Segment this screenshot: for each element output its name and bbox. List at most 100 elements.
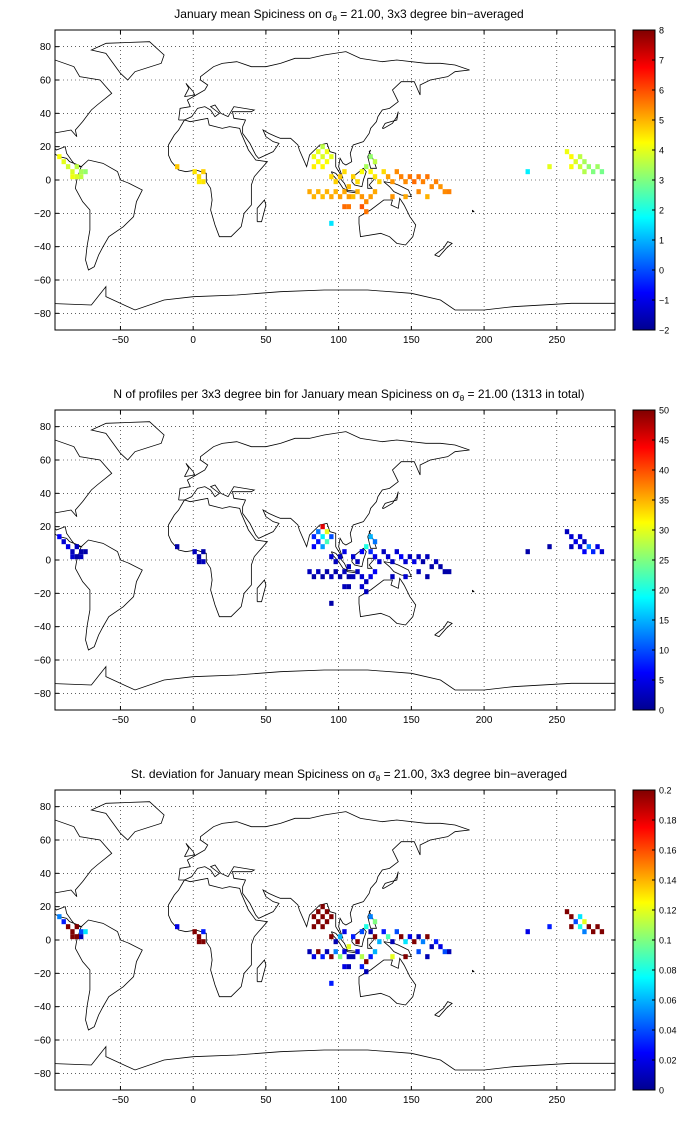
data-bin-cell (399, 174, 404, 180)
data-bin-cell (547, 164, 552, 170)
data-bin-cell (359, 194, 365, 200)
coastline (434, 621, 453, 638)
x-tick-label: 200 (476, 715, 493, 726)
coastline (74, 159, 143, 271)
data-bin-cell (342, 169, 347, 175)
data-bin-cell (569, 914, 574, 920)
colorbar-tick-label: 0.02 (659, 1056, 677, 1066)
colorbar-tick-label: 8 (659, 26, 664, 36)
data-bin-cell (74, 544, 79, 550)
data-bin-cell (329, 954, 334, 960)
data-bin-cell (420, 939, 426, 945)
data-bin-cell (569, 164, 574, 170)
data-bin-cell (65, 924, 71, 930)
data-bin-cell (372, 949, 378, 955)
colorbar-tick-label: 0.04 (659, 1026, 677, 1036)
coastline (381, 871, 399, 889)
colorbar-tick-label: 50 (659, 406, 669, 416)
data-bin-cell (438, 944, 443, 950)
spiciness-mean-map-panel: January mean Spiciness on σθ = 21.00, 3x… (34, 7, 669, 346)
map-title: N of profiles per 3x3 degree bin for Jan… (113, 387, 584, 403)
data-bin-cell (316, 539, 321, 545)
x-tick-label: 100 (330, 335, 347, 346)
y-tick-label: 60 (40, 456, 52, 467)
data-bin-cell (316, 529, 321, 535)
data-bin-cell (79, 549, 84, 555)
data-bin-cell (324, 909, 330, 915)
coastline (55, 285, 615, 330)
data-bin-cell (70, 929, 75, 935)
y-tick-label: −20 (34, 589, 51, 600)
data-bin-cell (447, 569, 452, 575)
data-bin-cell (372, 569, 378, 575)
y-tick-label: 40 (40, 489, 52, 500)
data-bin-cell (442, 949, 447, 955)
data-bin-cell (316, 189, 321, 195)
data-bin-cell (577, 534, 583, 540)
data-bin-cell (577, 164, 583, 170)
data-bin-cell (311, 544, 317, 550)
data-bin-cell (564, 529, 570, 535)
data-bin-cell (390, 194, 395, 200)
data-bin-cell (355, 569, 360, 575)
data-bin-cell (564, 909, 570, 915)
data-bin-cell (420, 559, 426, 565)
y-tick-label: 60 (40, 836, 52, 847)
data-bin-cell (569, 154, 574, 160)
data-bin-cell (201, 559, 206, 565)
x-tick-label: 150 (403, 1095, 420, 1106)
data-bin-cell (403, 179, 408, 185)
x-tick-label: −50 (112, 1095, 129, 1106)
data-bin-cell (372, 919, 378, 925)
data-bin-cell (525, 549, 530, 555)
data-bin-cell (324, 539, 330, 545)
data-bin-cell (385, 554, 391, 560)
data-bin-cell (390, 574, 395, 580)
coastline (178, 431, 470, 559)
data-bin-cell (364, 544, 369, 550)
data-bin-cell (359, 574, 365, 580)
data-bin-cell (416, 174, 421, 180)
data-bin-cell (447, 949, 452, 955)
data-bin-cell (329, 154, 334, 160)
y-tick-label: 0 (45, 936, 51, 947)
data-bin-cell (416, 569, 421, 575)
data-bin-cell (316, 569, 321, 575)
y-tick-label: −80 (34, 689, 51, 700)
data-bin-cell (192, 929, 197, 935)
colorbar-tick-label: 0.16 (659, 846, 677, 856)
data-bin-cell (329, 574, 334, 580)
data-bin-cell (385, 174, 391, 180)
colorbar-tick-label: 2 (659, 206, 664, 216)
data-bin-cell (320, 904, 325, 910)
data-bin-cell (324, 949, 330, 955)
coastline (330, 551, 349, 571)
data-bin-cell (316, 149, 321, 155)
data-bin-cell (342, 964, 347, 970)
colorbar-tick-label: 7 (659, 56, 664, 66)
data-bin-cell (342, 584, 347, 590)
data-bin-cell (346, 574, 351, 580)
coastline (55, 665, 615, 710)
data-bin-cell (74, 924, 79, 930)
data-bin-cell (586, 164, 591, 170)
data-bin-cell (425, 554, 430, 560)
data-bin-cell (355, 949, 360, 955)
y-tick-label: 80 (40, 42, 52, 53)
coastline (472, 969, 475, 973)
data-bin-cell (74, 164, 79, 170)
data-bin-cell (591, 549, 596, 555)
data-bin-cell (394, 929, 399, 935)
x-tick-label: 50 (260, 1095, 272, 1106)
y-tick-label: −20 (34, 209, 51, 220)
data-bin-cell (591, 169, 596, 175)
data-bin-cell (320, 524, 325, 530)
data-bin-cell (175, 544, 180, 550)
data-bin-cell (201, 169, 206, 175)
profile-count-map-panel: N of profiles per 3x3 degree bin for Jan… (34, 387, 669, 726)
data-bin-cell (79, 929, 84, 935)
data-bin-cell (364, 959, 369, 965)
coastline (358, 577, 417, 626)
data-bin-cell (599, 929, 605, 935)
data-bin-cell (320, 194, 325, 200)
